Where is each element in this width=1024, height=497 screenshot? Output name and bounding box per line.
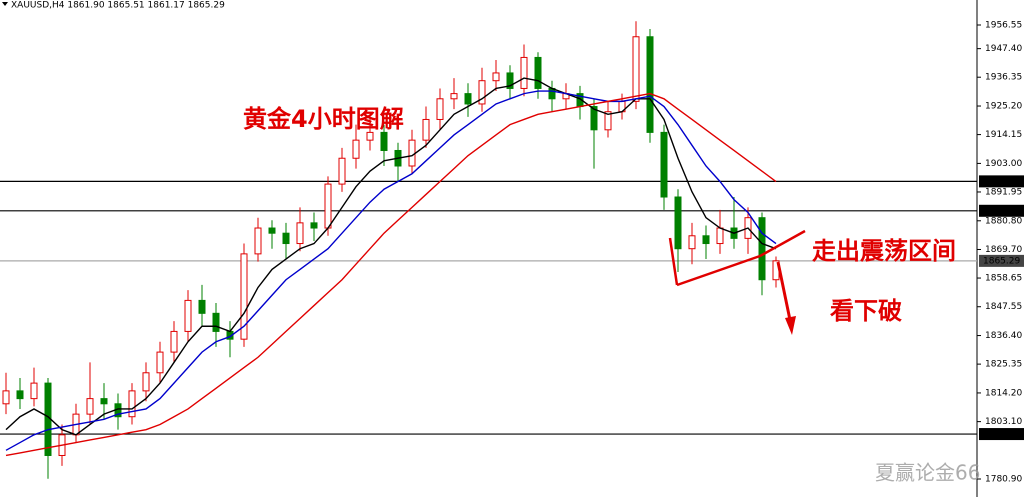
level-label: 1865.29 [983, 256, 1020, 266]
y-tick-label: 1914.15 [985, 130, 1022, 140]
candle-body [184, 299, 192, 332]
candle-body [520, 56, 528, 89]
chart-title: XAUUSD,H4 1861.90 1865.51 1861.17 1865.2… [11, 1, 225, 11]
y-tick-label: 1925.20 [985, 102, 1022, 112]
moving-average [5, 90, 777, 451]
candle-body [338, 157, 346, 185]
plot-area [0, 21, 977, 479]
candle-body [30, 382, 38, 400]
arrow [776, 261, 792, 321]
candle-body [436, 98, 444, 120]
candle-body [212, 312, 220, 332]
annotation: 走出震荡区间 [812, 237, 956, 265]
candle-body [268, 227, 276, 234]
candle-body [352, 139, 360, 159]
candle-body [590, 106, 598, 131]
y-tick-label: 1903.00 [985, 159, 1022, 169]
header-icon [2, 2, 8, 6]
candle-body [478, 80, 486, 105]
moving-average [5, 92, 777, 457]
candle-body [646, 36, 654, 133]
candle-body [716, 227, 724, 245]
candle-body [282, 232, 290, 245]
level-label: 1884.67 [983, 206, 1020, 216]
y-tick-label: 1869.70 [985, 245, 1022, 255]
y-tick-label: 1814.20 [985, 388, 1022, 398]
level-label-box [979, 254, 1024, 267]
candle-body [450, 93, 458, 100]
candle-body [170, 330, 178, 353]
candle-body [366, 131, 374, 141]
candle-body [240, 253, 248, 340]
y-tick-label: 1936.35 [985, 73, 1022, 83]
price-axis: 1956.55 1947.40 1936.35 1925.20 1914.15 1903.… [977, 20, 1024, 485]
y-tick-label: 1825.35 [985, 360, 1022, 370]
level-label-box [979, 204, 1024, 217]
drawing-tools [668, 229, 806, 335]
candle-body [408, 139, 416, 167]
level-label: 1896.05 [983, 177, 1020, 187]
y-tick-label: 1780.90 [985, 475, 1022, 485]
y-tick-label: 1836.40 [985, 331, 1022, 341]
candle-body [534, 56, 542, 89]
candle-body [156, 351, 164, 374]
candle-body [324, 183, 332, 229]
candle-body [660, 131, 668, 198]
y-tick-label: 1803.10 [985, 417, 1022, 427]
candle-body [100, 398, 108, 405]
candle-body [254, 227, 262, 255]
candle-body [674, 196, 682, 250]
candle-body [310, 222, 318, 229]
level-label: 1798.29 [983, 430, 1020, 440]
candle-body [86, 398, 94, 415]
level-label-box [979, 428, 1024, 441]
candle-body [16, 390, 24, 400]
candle-body [492, 72, 500, 82]
candle-body [688, 235, 696, 250]
annotation: 看下破 [830, 297, 902, 325]
moving-average [5, 77, 777, 436]
candle-body [422, 118, 430, 141]
trend-line [759, 229, 806, 258]
watermark: 夏赢论金66 [875, 461, 980, 485]
candle-body [632, 36, 640, 102]
y-tick-label: 1880.80 [985, 216, 1022, 226]
y-tick-label: 1956.55 [985, 20, 1022, 30]
candle-body [380, 131, 388, 151]
candle-body [702, 235, 710, 245]
candle-body [758, 217, 766, 281]
y-tick-label: 1847.55 [985, 302, 1022, 312]
candle-body [464, 93, 472, 105]
y-tick-label: 1891.95 [985, 187, 1022, 197]
y-tick-label: 1947.40 [985, 44, 1022, 54]
candle-body [506, 72, 514, 89]
arrow-head [785, 316, 796, 335]
trend-line [676, 254, 761, 287]
level-label-box [979, 175, 1024, 188]
candle-body [296, 222, 304, 245]
trend-line [668, 237, 679, 286]
candle-body [198, 299, 206, 314]
y-tick-label: 1858.65 [985, 274, 1022, 284]
candle-body [604, 111, 612, 131]
annotation: 黄金4小时图解 [243, 105, 404, 133]
candle-body [2, 390, 10, 405]
candle-body [548, 87, 556, 100]
candle-body [142, 372, 150, 392]
candle-body [128, 390, 136, 418]
